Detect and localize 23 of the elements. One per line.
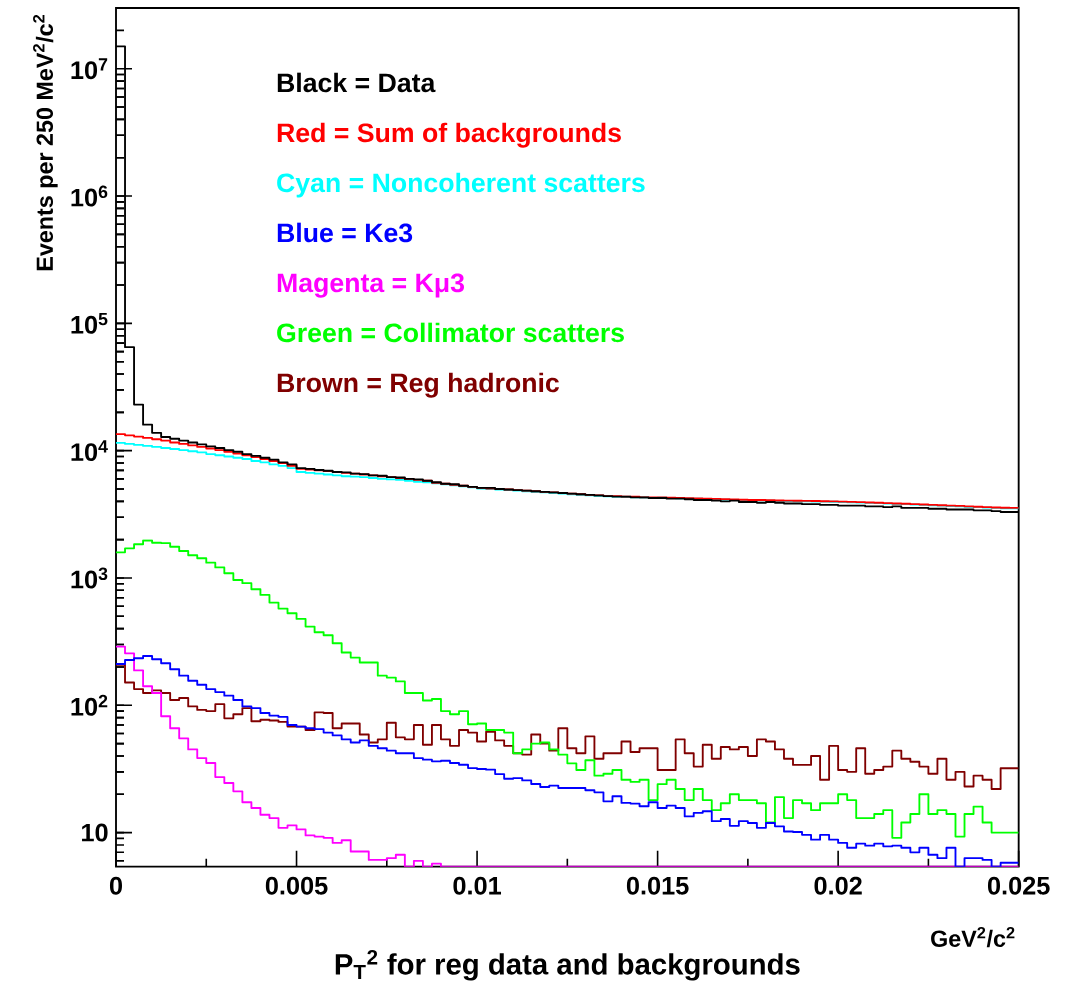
x-tick-label: 0: [109, 876, 123, 895]
x-tick-label: 0.005: [265, 876, 328, 895]
x-tick-label: 0.025: [987, 876, 1050, 895]
x-tick-label: 0.015: [626, 876, 689, 895]
text: Cyan = Noncoherent scatters: [277, 172, 645, 198]
y-tick-label: 10$^{2}$: [71, 694, 108, 716]
text: Blue = Ke3: [277, 222, 413, 243]
x-tick-label: 0.02: [814, 876, 862, 895]
text: Red = Sum of backgrounds: [277, 122, 621, 148]
x-tick-label: 0.01: [453, 876, 502, 895]
text: P$_{T}$$^{2}$ for reg data and backgrounds: [335, 950, 800, 981]
x-axis-title: GeV$^{2}$/c$^{2}$: [931, 926, 1015, 948]
y-tick-label: 10$^{5}$: [71, 312, 108, 334]
y-tick-label: 10: [82, 823, 108, 842]
y-tick-label: 10$^{7}$: [71, 58, 108, 80]
text: Green = Collimator scatters: [277, 322, 624, 343]
y-tick-label: 10$^{6}$: [71, 185, 108, 207]
text: Black = Data: [277, 72, 436, 93]
text: Magenta = Kμ3: [277, 273, 465, 298]
text: Brown = Reg hadronic: [277, 372, 559, 398]
y-axis-title: Events per 250 MeV$^{2}$/c$^{2}$: [33, 14, 58, 271]
y-tick-label: 10$^{4}$: [71, 440, 108, 462]
y-tick-label: 10$^{3}$: [71, 567, 108, 589]
